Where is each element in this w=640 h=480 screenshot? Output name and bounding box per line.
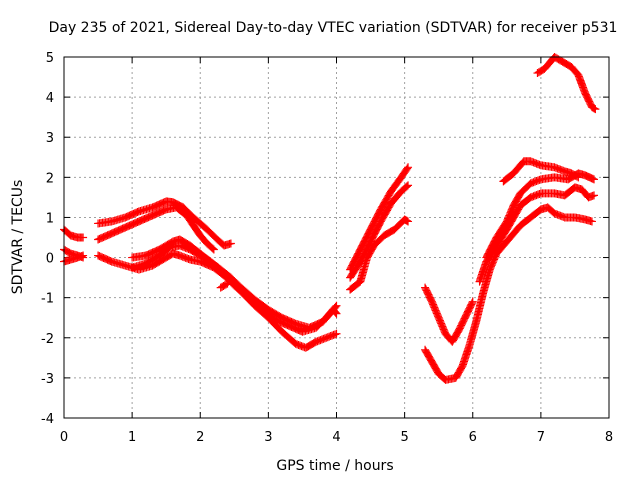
x-tick-label: 5	[400, 430, 408, 445]
series-arc-8	[346, 163, 413, 274]
series-arc-15	[499, 157, 583, 186]
marker-trail	[128, 241, 341, 352]
y-tick-label: -4	[41, 412, 54, 427]
x-tick-label: 0	[60, 430, 68, 445]
series-arc-12	[421, 203, 596, 384]
y-tick-label: 5	[46, 51, 54, 66]
marker-trail	[346, 215, 413, 294]
y-tick-label: 3	[46, 131, 54, 146]
x-tick-label: 7	[537, 430, 545, 445]
y-axis-label: SDTVAR / TECUs	[10, 180, 26, 295]
y-tick-label: 0	[46, 252, 54, 267]
marker-trail	[475, 183, 599, 286]
marker-trail	[499, 157, 583, 186]
y-tick-label: -1	[41, 292, 54, 307]
grid-lines	[64, 57, 609, 418]
marker-trail	[533, 53, 600, 114]
marker-trail	[94, 203, 218, 254]
data-marks	[60, 53, 600, 384]
series-arc-10	[346, 215, 413, 294]
x-tick-label: 6	[469, 430, 477, 445]
y-tick-label: -2	[41, 332, 54, 347]
y-tick-label: 2	[46, 171, 54, 186]
x-tick-label: 4	[332, 430, 340, 445]
series-arc-7	[216, 279, 232, 292]
chart-title: Day 235 of 2021, Sidereal Day-to-day VTE…	[49, 20, 618, 36]
y-tick-label: 1	[46, 211, 54, 226]
axis-ticks: 0 1 2 3 4 5 6 7 8 -4 -3 -2 -1 0 1 2 3 4 5	[41, 51, 613, 445]
x-tick-label: 3	[264, 430, 272, 445]
x-tick-label: 8	[605, 430, 613, 445]
x-tick-label: 1	[128, 430, 136, 445]
series-arc-2	[94, 197, 235, 250]
x-tick-label: 2	[196, 430, 204, 445]
marker-trail	[346, 181, 413, 282]
series-arc-3	[94, 203, 218, 254]
series-arc-14	[482, 169, 599, 262]
marker-trail	[346, 163, 413, 274]
marker-trail	[421, 283, 477, 346]
y-tick-label: -3	[41, 372, 54, 387]
y-tick-label: 4	[46, 91, 54, 106]
marker-trail	[421, 203, 596, 384]
series-arc-6	[128, 241, 341, 352]
marker-trail	[94, 197, 235, 250]
plot-frame	[63, 56, 610, 419]
series-arc-9	[346, 181, 413, 282]
marker-trail	[482, 169, 599, 262]
series-arc-13	[475, 183, 599, 286]
series-arc-16	[533, 53, 600, 114]
series-arc-11	[421, 283, 477, 346]
x-axis-label: GPS time / hours	[276, 458, 393, 474]
marker-trail	[216, 279, 232, 292]
